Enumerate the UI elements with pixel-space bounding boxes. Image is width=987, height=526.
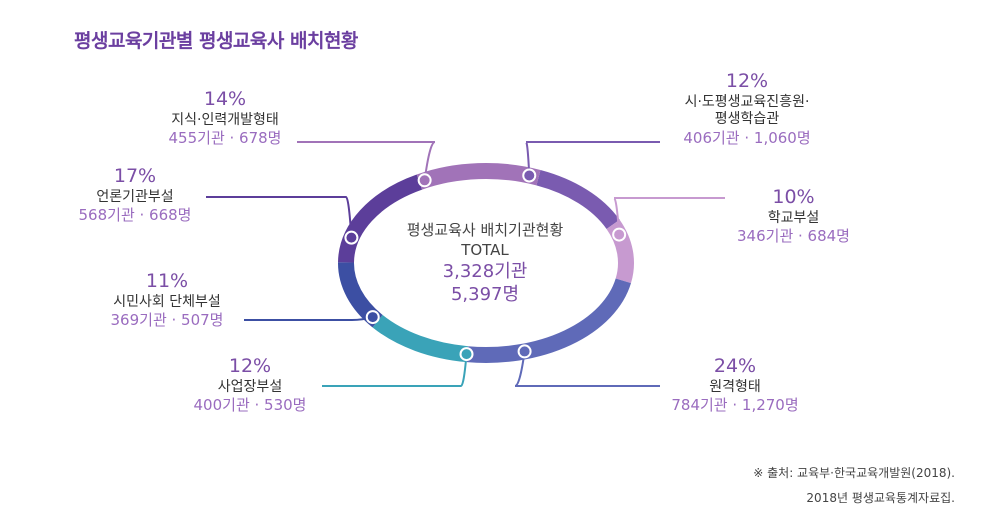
center-total-persons: 5,397명 xyxy=(450,284,520,306)
source-line-2: 2018년 평생교육통계자료집. xyxy=(806,491,955,506)
slice-label-5: 17% 언론기관부설 568기관 · 668명 xyxy=(60,165,210,225)
slice-percent: 24% xyxy=(713,355,757,377)
slice-arc-3 xyxy=(372,314,469,363)
slice-name: 원격형태 xyxy=(709,378,761,395)
center-summary: 평생교육사 배치기관현황 TOTAL 3,328기관 5,397명 xyxy=(360,221,610,307)
marker-dots xyxy=(344,168,627,362)
slice-percent: 14% xyxy=(203,88,247,110)
page-title: 평생교육기관별 평생교육사 배치현황 xyxy=(74,30,358,52)
slice-name: 학교부설 xyxy=(767,209,820,226)
slice-counts: 455기관 · 678명 xyxy=(168,129,282,148)
slice-percent: 12% xyxy=(228,355,272,377)
slice-percent: 17% xyxy=(113,165,157,187)
slice-marker-0 xyxy=(522,168,537,183)
slice-counts: 346기관 · 684명 xyxy=(737,227,850,246)
leader-line-5 xyxy=(206,196,353,238)
slice-label-0: 12% 시·도평생교육진흥원· 평생학습관 406기관 · 1,060명 xyxy=(672,70,822,148)
slice-label-2: 24% 원격형태 784기관 · 1,270명 xyxy=(660,355,810,415)
slice-label-3: 12% 사업장부설 400기관 · 530명 xyxy=(180,355,320,415)
slice-marker-3 xyxy=(459,347,474,362)
slice-counts: 400기관 · 530명 xyxy=(193,396,307,415)
slice-label-6: 14% 지식·인력개발형태 455기관 · 678명 xyxy=(150,88,300,148)
slice-marker-4 xyxy=(365,310,380,325)
slice-label-4: 11% 시민사회 단체부설 369기관 · 507명 xyxy=(92,270,242,330)
slice-name: 언론기관부설 xyxy=(96,188,174,205)
center-total-label: TOTAL xyxy=(461,240,509,259)
slice-counts: 784기관 · 1,270명 xyxy=(671,396,799,415)
slice-counts: 369기관 · 507명 xyxy=(110,311,224,330)
slice-counts: 568기관 · 668명 xyxy=(78,206,192,225)
slice-counts: 406기관 · 1,060명 xyxy=(683,128,811,147)
center-total-institutions: 3,328기관 xyxy=(442,261,528,282)
slice-name: 시민사회 단체부설 xyxy=(113,293,221,310)
slice-arc-2 xyxy=(466,278,631,363)
slice-arc-5 xyxy=(338,174,423,263)
slice-marker-2 xyxy=(517,344,532,359)
center-caption: 평생교육사 배치기관현황 xyxy=(406,221,564,239)
leader-line-0 xyxy=(525,141,660,176)
slice-percent: 10% xyxy=(772,186,815,208)
slice-label-1: 10% 학교부설 346기관 · 684명 xyxy=(726,186,861,246)
slice-name-line-2: 평생학습관 xyxy=(714,111,780,128)
leader-line-1 xyxy=(613,197,725,235)
leader-line-4 xyxy=(244,316,374,321)
leader-line-6 xyxy=(297,141,436,181)
slice-percent: 12% xyxy=(725,70,769,92)
slice-arc-6 xyxy=(416,163,541,190)
slice-name: 사업장부설 xyxy=(217,378,283,395)
slice-arc-0 xyxy=(536,169,620,230)
source-line-1: ※ 출처: 교육부·한국교육개발원(2018). xyxy=(753,466,955,480)
slice-marker-6 xyxy=(417,173,432,188)
slice-percent: 11% xyxy=(145,270,189,292)
slice-name: 지식·인력개발형태 xyxy=(171,111,279,128)
slice-name: 시·도평생교육진흥원· xyxy=(684,93,810,110)
slice-marker-5 xyxy=(344,230,359,245)
slice-marker-1 xyxy=(612,227,627,242)
source-note: ※ 출처: 교육부·한국교육개발원(2018). 2018년 평생교육통계자료집… xyxy=(753,461,955,511)
